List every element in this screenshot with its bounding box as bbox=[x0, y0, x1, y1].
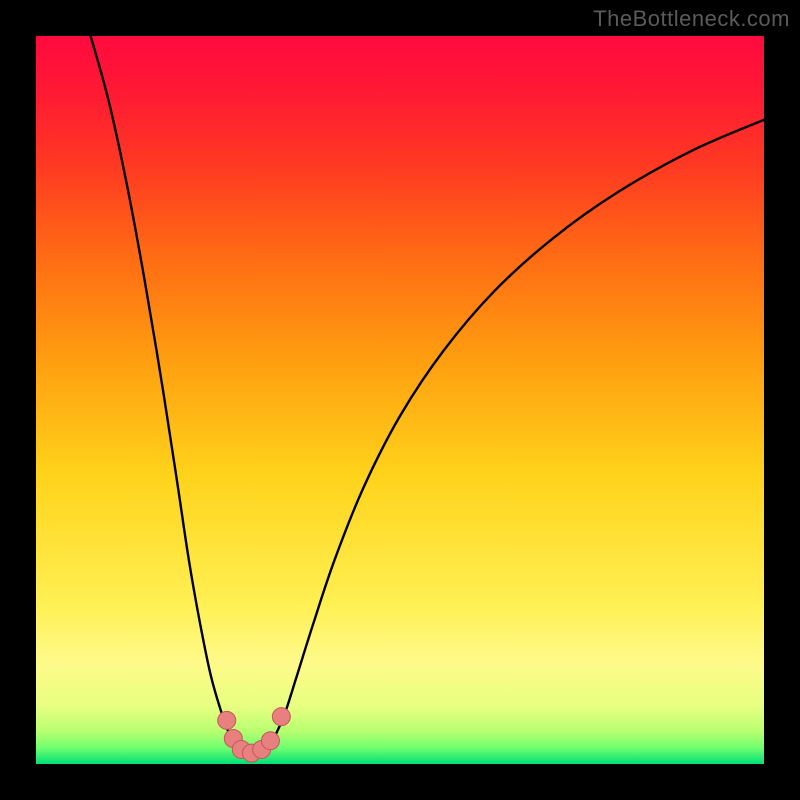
trough-marker bbox=[272, 708, 290, 726]
chart-frame: TheBottleneck.com bbox=[0, 0, 800, 800]
trough-marker bbox=[261, 732, 279, 750]
trough-marker bbox=[218, 711, 236, 729]
curve-right-branch bbox=[276, 120, 764, 734]
curve-layer bbox=[0, 0, 800, 800]
curve-left-branch bbox=[91, 36, 229, 733]
